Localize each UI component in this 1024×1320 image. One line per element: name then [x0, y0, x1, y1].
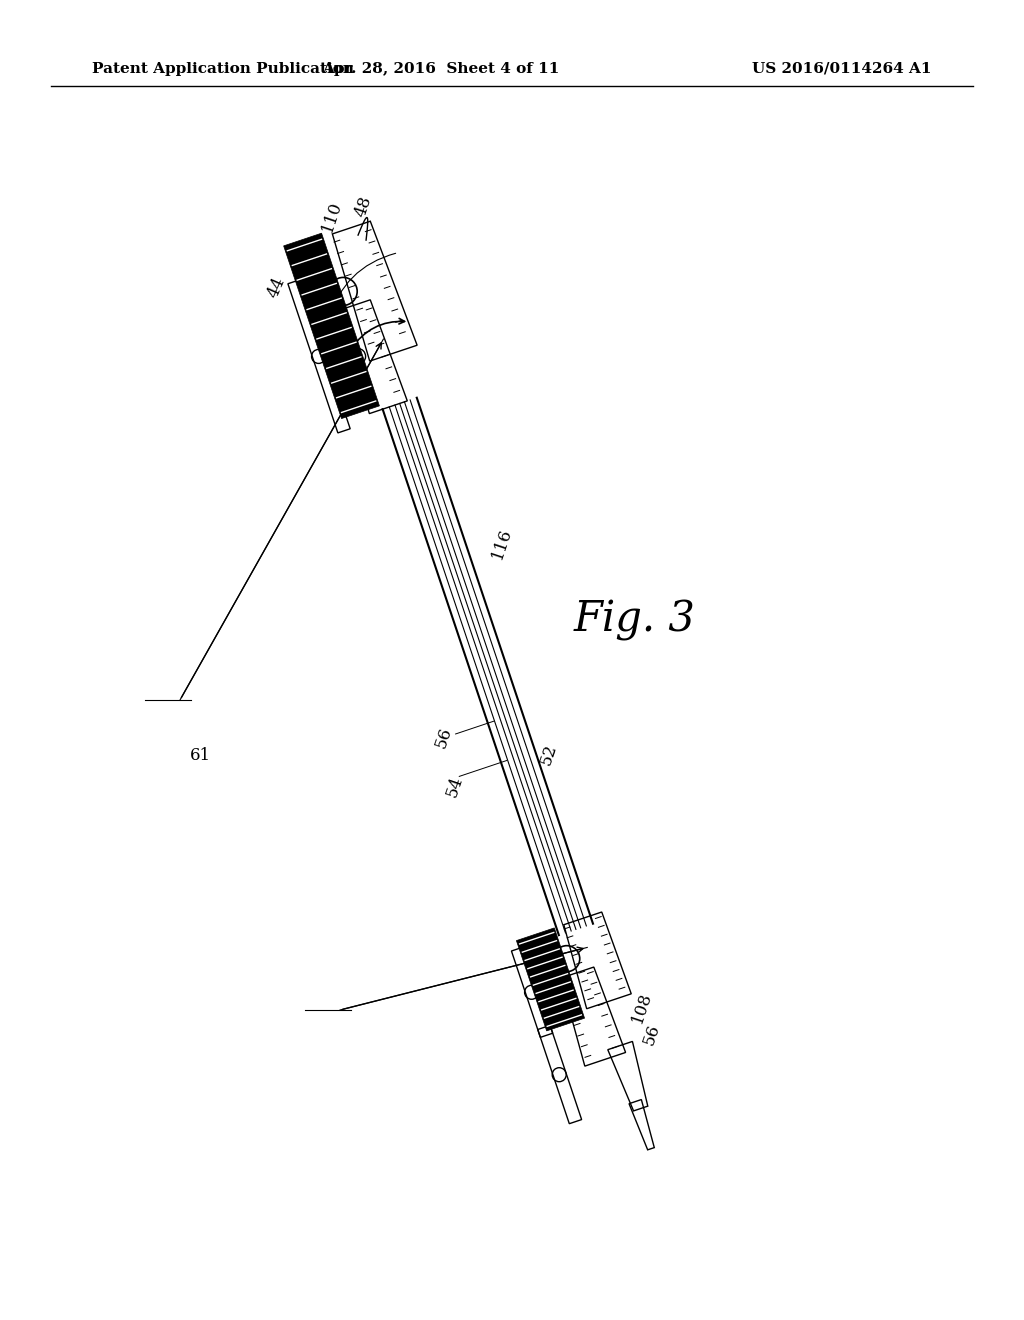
Text: 56: 56 — [432, 726, 455, 751]
Polygon shape — [516, 928, 585, 1031]
Text: 116: 116 — [488, 527, 515, 562]
Text: 110: 110 — [318, 199, 345, 235]
Text: Apr. 28, 2016  Sheet 4 of 11: Apr. 28, 2016 Sheet 4 of 11 — [322, 62, 559, 75]
Text: 54: 54 — [443, 774, 466, 800]
Text: US 2016/0114264 A1: US 2016/0114264 A1 — [753, 62, 932, 75]
Text: Patent Application Publication: Patent Application Publication — [92, 62, 354, 75]
Text: 61: 61 — [189, 747, 211, 763]
Polygon shape — [284, 234, 380, 418]
Text: Fig. 3: Fig. 3 — [573, 599, 696, 642]
Text: 48: 48 — [351, 194, 375, 219]
Text: 56: 56 — [640, 1023, 663, 1048]
Text: 108: 108 — [629, 990, 655, 1026]
Text: 44: 44 — [264, 275, 289, 301]
Text: 52: 52 — [538, 742, 560, 768]
